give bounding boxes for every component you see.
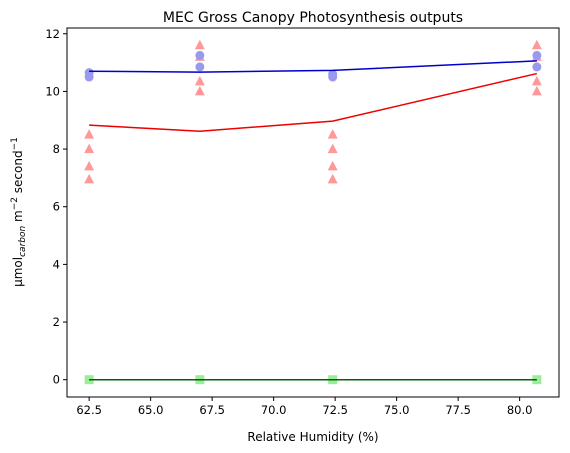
series-1-point-7 (532, 62, 542, 72)
x-tick-label: 65.0 (138, 403, 164, 417)
series-0-point-1 (84, 143, 95, 154)
x-tick-label: 62.5 (76, 403, 102, 417)
y-tick-label: 10 (45, 84, 60, 98)
series-0-point-15 (531, 85, 542, 96)
series-1-point-5 (328, 72, 338, 82)
series-0-point-3 (84, 173, 95, 184)
x-tick-label: 67.5 (199, 403, 225, 417)
series-1-point-3 (195, 62, 205, 72)
series-0-point-2 (84, 160, 95, 171)
x-tick-label: 72.5 (322, 403, 348, 417)
series-1-point-2 (195, 50, 205, 60)
series-1-point-1 (84, 72, 94, 82)
series-0-point-7 (194, 85, 205, 96)
y-axis-label: µmolcarbon m−2 second−1 (10, 137, 28, 287)
y-tick-label: 8 (53, 142, 60, 156)
x-tick-label: 77.5 (445, 403, 471, 417)
series-1-point-6 (532, 50, 542, 60)
x-axis-label: Relative Humidity (%) (247, 430, 378, 444)
x-tick-label: 70.0 (261, 403, 287, 417)
y-tick-label: 2 (53, 315, 60, 329)
series-0-point-8 (327, 129, 338, 139)
series-0-point-4 (194, 39, 205, 50)
series-1-line (89, 60, 537, 73)
x-tick-label: 75.0 (384, 403, 410, 417)
series-0-point-12 (531, 39, 542, 50)
x-tick-label: 80.0 (507, 403, 533, 417)
series-0-line (89, 72, 538, 132)
series-0-point-6 (194, 75, 205, 86)
series-0-point-10 (327, 160, 338, 171)
plot-frame (66, 27, 560, 398)
series-0-point-14 (531, 75, 542, 86)
y-tick-label: 12 (45, 27, 60, 41)
series-0-point-9 (327, 143, 338, 154)
chart-title: MEC Gross Canopy Photosynthesis outputs (163, 10, 463, 26)
y-tick-label: 4 (53, 257, 60, 271)
y-tick-label: 0 (53, 373, 60, 387)
series-0-point-0 (84, 129, 95, 139)
series-0-point-11 (327, 173, 338, 184)
y-tick-label: 6 (53, 200, 60, 214)
